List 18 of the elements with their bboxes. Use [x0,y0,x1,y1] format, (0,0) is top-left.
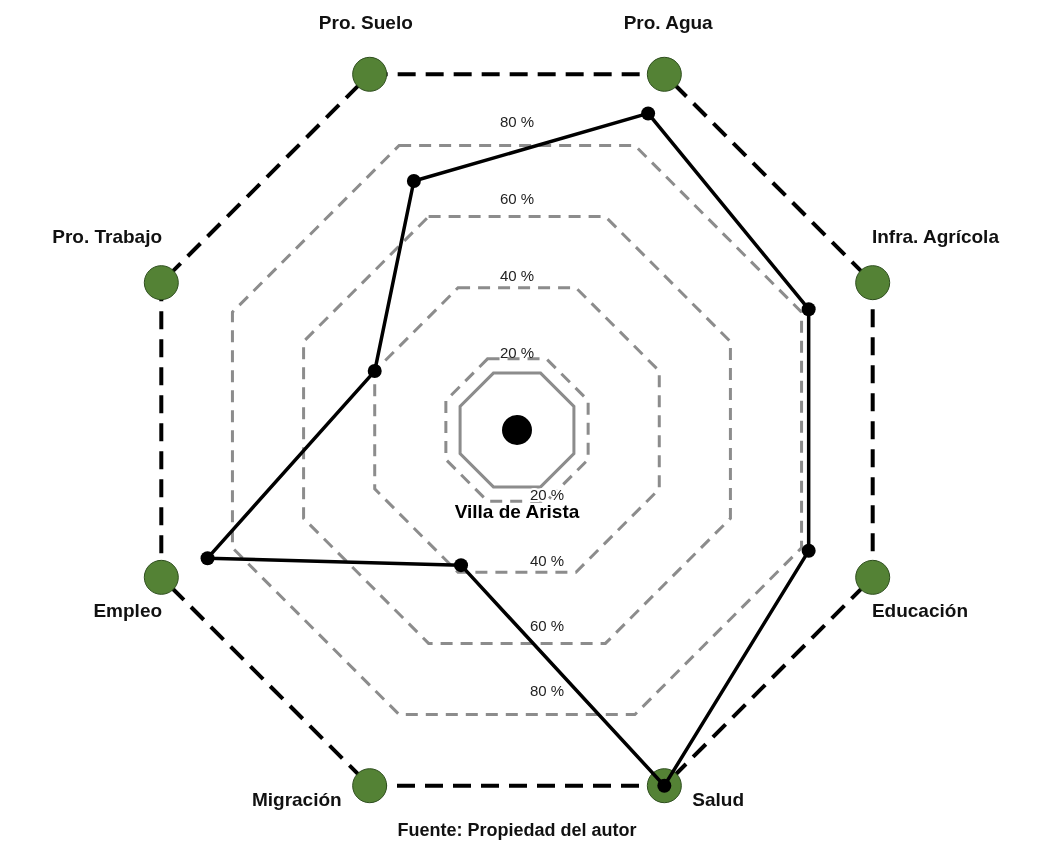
y-tick-label: 80 % [499,113,535,130]
spoke-label: Pro. Agua [623,12,714,34]
text: Villa de Arista [454,501,580,522]
y-tick-label: 60 % [499,190,535,207]
spoke-label: Infra. Agrícola [871,225,1000,247]
text: 20 % [529,486,565,504]
y-tick-label: 20 % [499,344,535,361]
y-tick-label: 40 % [499,267,535,284]
source-note: Fuente: Propiedad del autor [397,820,637,840]
spoke-label: Pro. Suelo [318,12,413,34]
spoke-label: Salud [692,788,745,810]
text: 80 % [529,682,565,700]
spoke-label: Pro. Trabajo [52,225,163,247]
spoke-label: Educación [871,600,969,622]
text: 40 % [529,551,565,569]
text: 60 % [529,616,565,634]
spoke-label: Migración [251,788,342,810]
spoke-label: Empleo [93,600,163,622]
